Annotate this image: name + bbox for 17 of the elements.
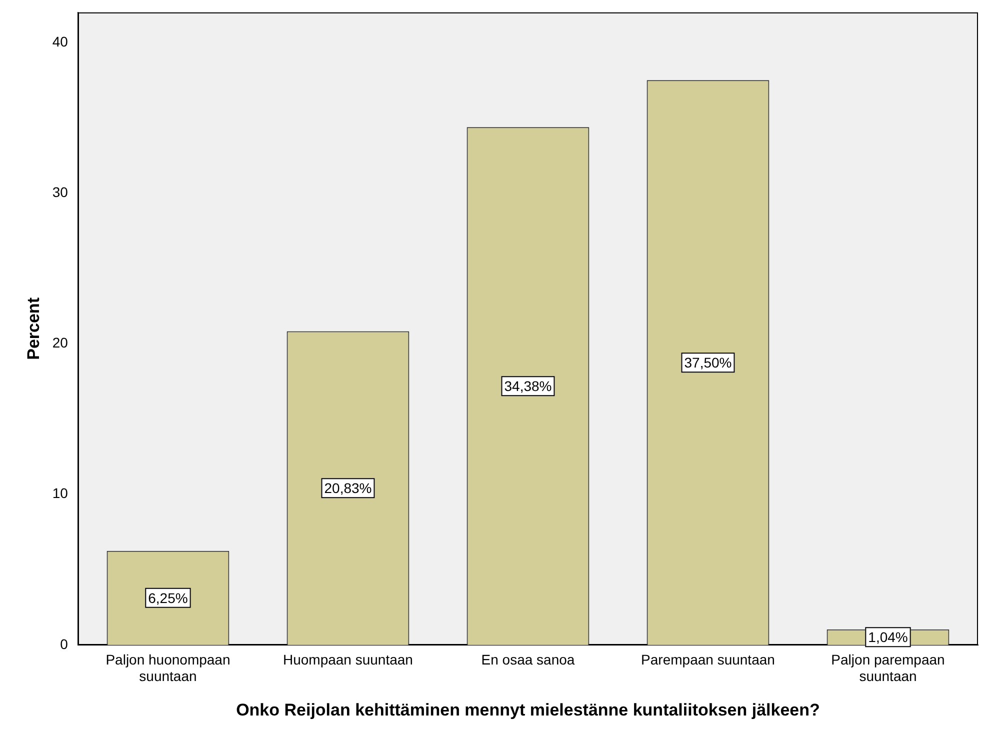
y-tick-label: 10 bbox=[52, 485, 68, 502]
data-label: 34,38% bbox=[504, 378, 552, 394]
x-tick-label: Huompaan suuntaan bbox=[282, 651, 413, 668]
x-tick-label: Paljon huonompaan suuntaan bbox=[106, 651, 230, 684]
y-tick-label: 20 bbox=[52, 334, 68, 351]
y-tick-label: 40 bbox=[52, 33, 68, 50]
x-tick-label: Paljon parempaan suuntaan bbox=[831, 651, 945, 684]
data-label: 20,83% bbox=[324, 480, 372, 496]
x-axis-title: Onko Reijolan kehittäminen mennyt mielestänne kuntaliitoksen jälkeen? bbox=[236, 700, 820, 720]
x-tick-label: Parempaan suuntaan bbox=[641, 651, 775, 668]
y-tick-label: 0 bbox=[60, 636, 68, 652]
data-label: 37,50% bbox=[684, 354, 732, 370]
data-label: 1,04% bbox=[868, 629, 908, 646]
y-tick-label: 30 bbox=[52, 184, 68, 200]
x-tick-label: En osaa sanoa bbox=[481, 651, 575, 668]
data-label: 6,25% bbox=[148, 590, 188, 606]
y-axis-title: Percent bbox=[24, 297, 43, 360]
